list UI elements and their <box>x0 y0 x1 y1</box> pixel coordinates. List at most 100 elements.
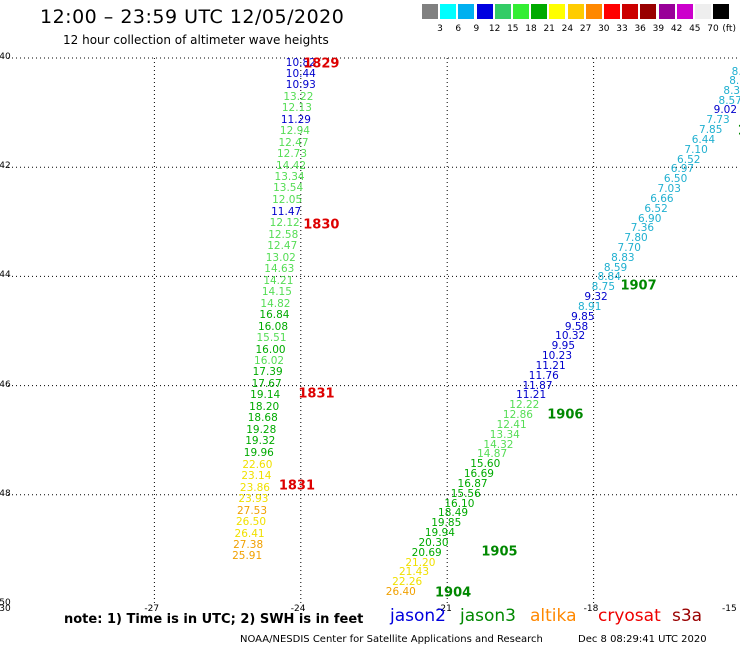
swh-value-label: 7.80 <box>624 231 648 244</box>
lon-tick-label: -21 <box>437 604 452 614</box>
swh-value-label: 10.44 <box>285 68 316 81</box>
swh-value-label: 27.38 <box>233 538 264 551</box>
swh-value-label: 16.87 <box>457 477 488 490</box>
swh-value-label: 8.57 <box>718 94 740 107</box>
swh-value-label: 16.02 <box>254 354 285 367</box>
footnote: note: 1) Time is in UTC; 2) SWH is in fe… <box>64 612 364 627</box>
swh-value-label: 11.21 <box>516 389 547 402</box>
swh-value-label: 15.56 <box>450 487 481 500</box>
legend-swatch <box>622 4 639 19</box>
pass-time-label: 1907 <box>620 278 657 294</box>
lat-tick-label: -40 <box>0 52 11 62</box>
generation-timestamp: Dec 8 08:29:41 UTC 2020 <box>578 634 707 645</box>
lat-tick-label: -50 <box>0 598 11 608</box>
legend-swatch <box>676 4 693 19</box>
swh-value-label: 6.52 <box>644 202 668 215</box>
swh-value-label: 17.39 <box>252 366 283 379</box>
swh-value-label: 15.60 <box>470 457 501 470</box>
swh-value-label: 6.52 <box>677 153 701 166</box>
swh-value-label: 13.34 <box>274 170 305 183</box>
swh-value-label: 27.53 <box>236 504 268 517</box>
pass-time-label: 1831 <box>298 386 335 402</box>
legend-level-label: 36 <box>634 24 646 34</box>
legend-swatch <box>658 4 675 19</box>
legend-swatch <box>531 4 548 19</box>
swh-value-label: 9.32 <box>584 290 608 303</box>
map-subtitle: 12 hour collection of altimeter wave hei… <box>63 33 329 47</box>
lat-tick-label: -42 <box>0 161 11 172</box>
swh-value-label: 22.26 <box>392 575 423 588</box>
legend-level-label: 70 <box>707 24 719 34</box>
swh-value-label: 14.63 <box>264 263 295 276</box>
satellite-name-jason2: jason2 <box>390 606 446 626</box>
legend-level-label: 9 <box>473 24 480 34</box>
swh-value-label: 23.93 <box>238 492 269 505</box>
legend-level-label: 39 <box>652 24 665 34</box>
legend-swatch <box>695 4 711 19</box>
swh-value-label: 6.50 <box>663 172 688 185</box>
legend-level-label: 33 <box>616 24 628 34</box>
swh-value-label: 13.34 <box>489 428 520 441</box>
map-title: 12:00 – 23:59 UTC 12/05/2020 <box>40 6 345 28</box>
satellite-name-altika: altika <box>530 606 577 626</box>
legend-swatch <box>422 4 438 19</box>
swh-value-label: 7.03 <box>657 182 681 195</box>
lon-tick-label: -30 <box>0 604 11 614</box>
swh-value-label: 26.50 <box>235 515 267 528</box>
satellite-name-s3a: s3a <box>672 606 703 626</box>
swh-value-label: 9.85 <box>571 310 595 323</box>
swh-value-label: 16.00 <box>255 343 286 356</box>
swh-value-label: 11.47 <box>271 205 302 218</box>
swh-value-label: 10.93 <box>285 79 316 92</box>
swh-value-label: 6.44 <box>691 133 716 146</box>
swh-value-label: 12.05 <box>272 193 303 206</box>
legend-level-label: 27 <box>579 24 592 34</box>
credit-line: NOAA/NESDIS Center for Satellite Applica… <box>240 634 543 645</box>
swh-value-label: 7.85 <box>699 123 723 136</box>
swh-value-label: 18.20 <box>249 400 280 413</box>
swh-value-label: 6.97 <box>670 163 695 176</box>
legend-level-label: 24 <box>561 24 574 34</box>
legend-swatch <box>640 4 657 19</box>
satellite-name-jason3: jason3 <box>460 606 516 626</box>
swh-value-label: 13.22 <box>283 91 314 104</box>
swh-value-label: 17.67 <box>251 377 282 390</box>
swh-value-label: 20.69 <box>411 546 442 559</box>
legend-swatch <box>458 4 475 19</box>
legend-unit: (ft) <box>722 24 736 34</box>
swh-value-label: 12.86 <box>502 408 533 421</box>
swh-value-label: 12.41 <box>496 418 527 431</box>
swh-value-label: 18.68 <box>247 412 278 425</box>
legend-swatch <box>549 4 566 19</box>
lat-tick-label: -44 <box>0 270 11 281</box>
swh-value-label: 12.13 <box>281 101 312 114</box>
swh-value-label: 19.94 <box>424 526 455 539</box>
swh-value-label: 11.76 <box>528 369 559 382</box>
swh-value-label: 19.85 <box>431 516 462 529</box>
legend-level-label: 42 <box>670 24 683 34</box>
lon-tick-label: -15 <box>722 604 737 614</box>
swh-value-label: 14.15 <box>261 285 292 298</box>
swh-value-label: 19.32 <box>245 435 276 448</box>
lon-tick-label: -27 <box>144 604 160 614</box>
swh-value-label: 7.73 <box>706 113 730 126</box>
swh-value-label: 20.30 <box>418 536 449 549</box>
swh-value-label: 14.21 <box>263 274 294 287</box>
swh-value-label: 8.91 <box>577 300 602 313</box>
swh-value-label: 8.6 <box>729 74 740 87</box>
swh-value-label: 13.54 <box>273 182 304 195</box>
swh-value-label: 9.02 <box>713 104 738 117</box>
legend-swatch <box>713 4 730 19</box>
swh-value-label: 8.39 <box>723 84 740 97</box>
swh-value-label: 8.59 <box>603 261 628 274</box>
swh-value-label: 14.42 <box>276 159 307 172</box>
swh-value-label: 23.14 <box>241 469 272 482</box>
swh-value-label: 11.29 <box>280 113 311 126</box>
legend-level-label: 45 <box>689 24 701 34</box>
swh-value-label: 12.47 <box>267 240 298 253</box>
swh-value-label: 25.91 <box>232 550 263 563</box>
swh-value-label: 14.82 <box>260 297 291 310</box>
swh-value-label: 19.28 <box>246 423 277 436</box>
swh-value-label: 11.21 <box>535 359 566 372</box>
